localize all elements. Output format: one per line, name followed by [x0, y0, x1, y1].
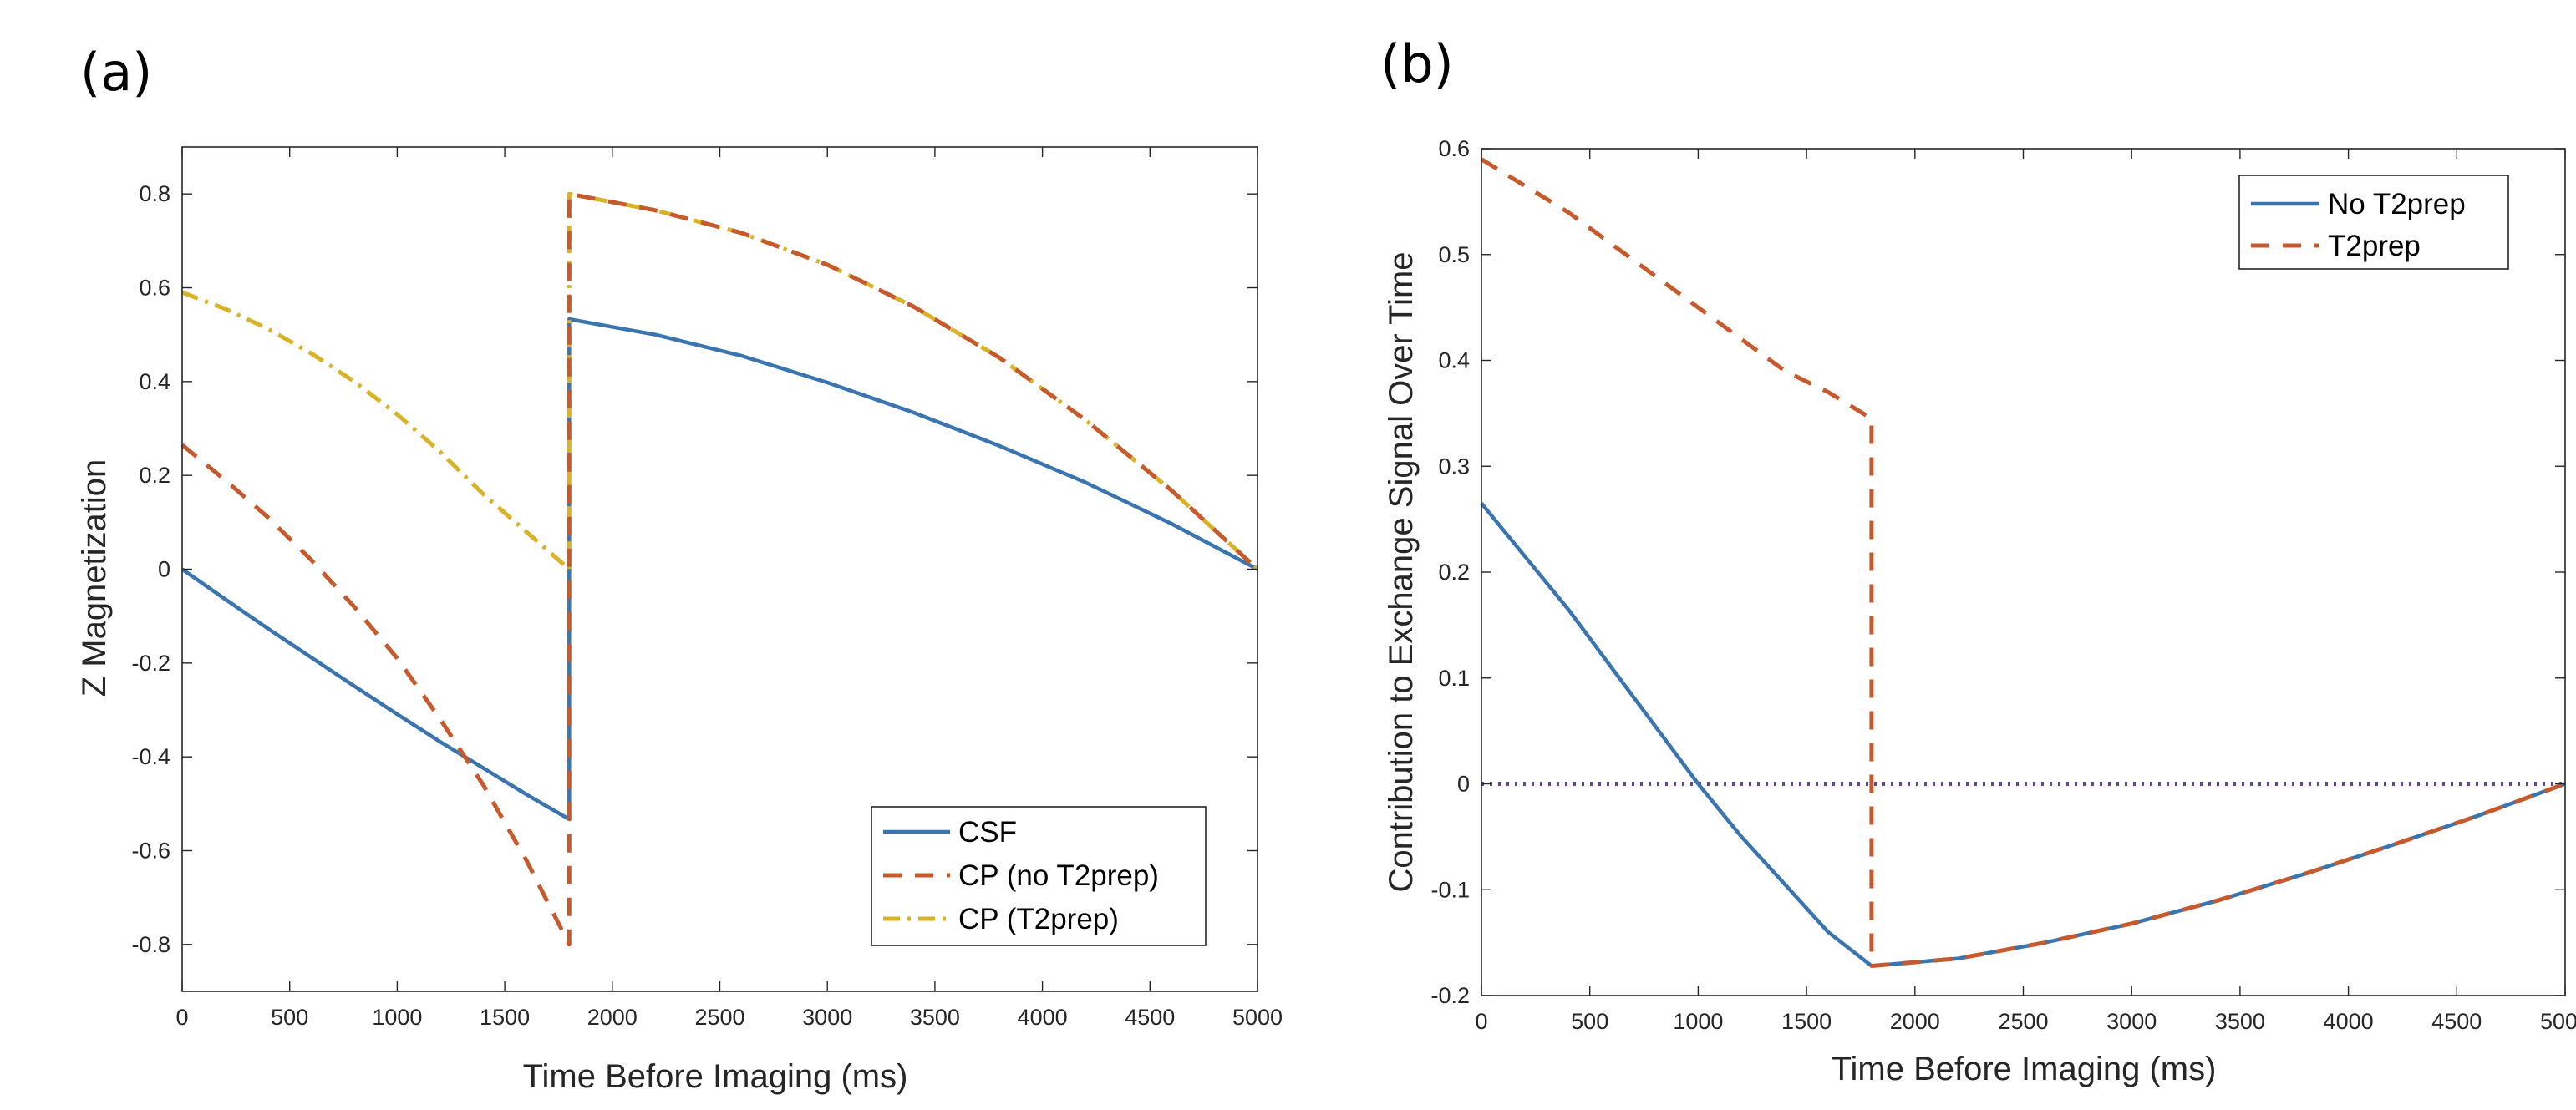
chart-b-x-tick-label: 1000 [1673, 1009, 1723, 1034]
chart-a-x-tick-label: 2000 [587, 1005, 638, 1030]
chart-b-y-tick-label: 0 [1457, 772, 1470, 797]
chart-a-y-tick-label: -0.2 [131, 651, 170, 676]
chart-a-x-tick-label: 500 [271, 1005, 308, 1030]
chart-a-series-csf [180, 317, 1259, 822]
chart-b-y-axis-title: Contribution to Exchange Signal Over Tim… [1383, 251, 1420, 892]
chart-b-x-tick-label: 3000 [2106, 1009, 2157, 1034]
chart-b-y-tick-label: 0.6 [1438, 136, 1470, 161]
chart-b-y-tick-label: 0.4 [1438, 348, 1470, 373]
chart-b-y-tick-label: 0.5 [1438, 242, 1470, 267]
chart-b-x-tick-label: 4500 [2431, 1009, 2482, 1034]
chart-b-series-no-t2prep [1480, 502, 2566, 968]
chart-a-x-tick-label: 4000 [1018, 1005, 1068, 1030]
chart-a-y-tick-label: -0.8 [131, 932, 170, 957]
chart-b-plot-area: 0 500 1000 1500 2000 2500 3000 3500 4000 4500 5000… [1430, 136, 2576, 1034]
panel-a: (a) 0 500 1000 1500 2000 2500 3000 3500 4000 4500… [76, 42, 1283, 1095]
chart-a-y-tick-label: 0.6 [139, 276, 170, 301]
chart-b-x-tick-label: 500 [1571, 1009, 1608, 1034]
chart-a-x-axis-title: Time Before Imaging (ms) [523, 1058, 908, 1095]
chart-a-x-tick-label: 0 [175, 1005, 188, 1030]
panel-b: (b) 0 500 1000 1500 2000 2500 3000 3500 4000 4500… [1380, 33, 2576, 1087]
chart-b-y-tick-label: -0.2 [1430, 983, 1470, 1008]
chart-b-legend-label-no-t2prep: No T2prep [2328, 188, 2466, 220]
chart-a-legend-label-cp-t2prep: CP (T2prep) [958, 903, 1119, 935]
chart-b-y-tick-label: 0.1 [1438, 666, 1470, 691]
chart-b-legend: No T2prep T2prep [2238, 175, 2509, 270]
chart-b-series-t2prep [1480, 157, 2566, 968]
chart-a-x-tick-label: 3000 [802, 1005, 852, 1030]
chart-a-x-tick-label: 4500 [1125, 1005, 1175, 1030]
chart-b-x-tick-label: 2000 [1890, 1009, 1940, 1034]
chart-b-x-tick-label: 5000 [2540, 1009, 2576, 1034]
chart-b-x-tick-label: 2500 [1998, 1009, 2048, 1034]
chart-a-series-cp-no-t2prep [180, 191, 1259, 947]
chart-a-y-tick-label: 0 [158, 557, 170, 582]
chart-a-legend: CSF CP (no T2prep) CP (T2prep) [871, 806, 1207, 946]
chart-b-legend-box [2238, 175, 2509, 270]
chart-a-x-tick-label: 1000 [372, 1005, 422, 1030]
chart-b-x-axis-title: Time Before Imaging (ms) [1832, 1051, 2217, 1087]
chart-a-legend-label-csf: CSF [958, 816, 1017, 849]
chart-a-y-tick-label: 0.8 [139, 181, 170, 206]
chart-b-y-tick-label: 0.2 [1438, 560, 1470, 585]
chart-b-x-tick-label: 4000 [2324, 1009, 2374, 1034]
chart-a-x-tick-label: 2500 [694, 1005, 744, 1030]
chart-a-x-tick-label: 1500 [480, 1005, 530, 1030]
chart-a-y-axis-title: Z Magnetization [76, 459, 113, 697]
chart-b-axes-frame [1481, 148, 2566, 996]
panel-label-a: (a) [80, 42, 152, 103]
chart-a-y-tick-label: -0.6 [131, 839, 170, 864]
chart-a-x-tick-label: 3500 [910, 1005, 960, 1030]
chart-b-x-tick-label: 3500 [2215, 1009, 2265, 1034]
chart-a-x-tick-label: 5000 [1232, 1005, 1283, 1030]
chart-a-y-tick-label: 0.2 [139, 463, 170, 488]
panel-label-b: (b) [1380, 33, 1454, 94]
chart-a-series-cp-t2prep [181, 191, 1259, 571]
chart-a-legend-label-cp-no-t2prep: CP (no T2prep) [958, 859, 1159, 892]
chart-b-y-tick-label: -0.1 [1430, 877, 1470, 902]
chart-b-legend-label-t2prep: T2prep [2328, 230, 2421, 262]
chart-b-y-tick-label: 0.3 [1438, 454, 1470, 479]
chart-b-x-tick-label: 1500 [1781, 1009, 1832, 1034]
chart-a-y-tick-label: -0.4 [131, 744, 170, 769]
chart-b-x-tick-label: 0 [1475, 1009, 1487, 1034]
chart-a-y-tick-label: 0.4 [139, 369, 170, 394]
chart-a-plot-area: 0 500 1000 1500 2000 2500 3000 3500 4000 4500 5000… [131, 146, 1283, 1030]
